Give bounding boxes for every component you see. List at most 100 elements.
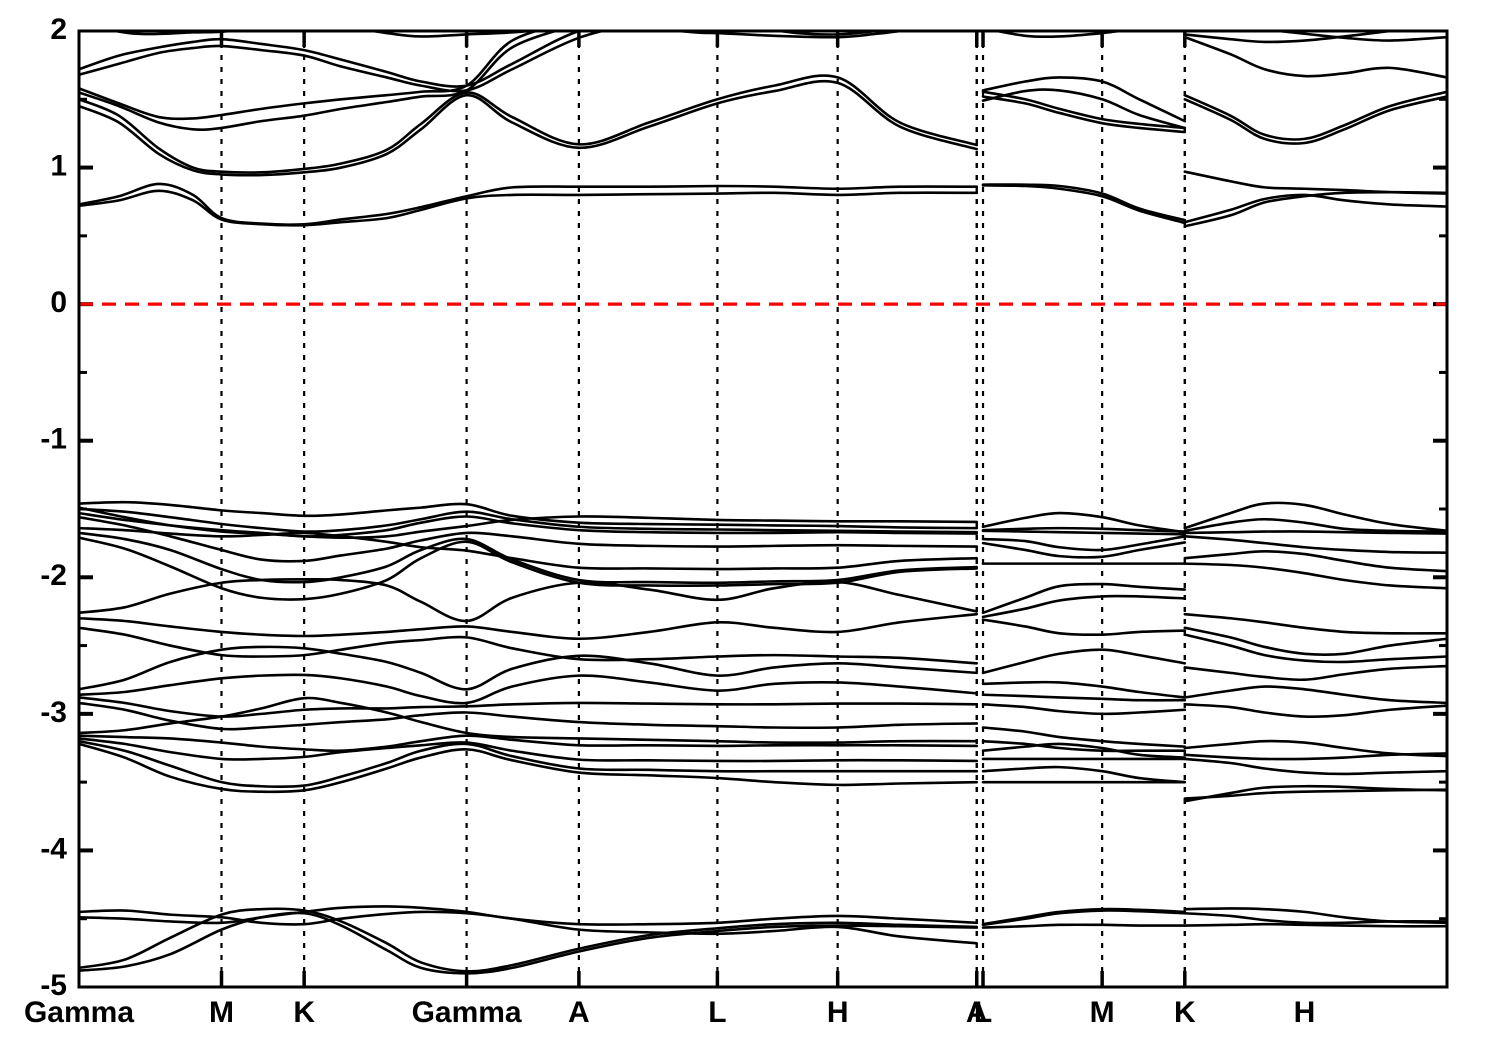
band-curve xyxy=(1183,550,1447,573)
band-curve xyxy=(1183,784,1447,803)
band-curve xyxy=(79,515,979,563)
y-tick-label: -4 xyxy=(40,832,67,865)
band-curve xyxy=(79,31,561,131)
x-tick-label: A xyxy=(966,996,988,1029)
x-tick-label: M xyxy=(209,996,234,1029)
band-curve xyxy=(79,531,979,585)
band-curve xyxy=(79,507,979,534)
band-curve xyxy=(981,90,1187,130)
band-curve xyxy=(1183,562,1447,590)
band-curve xyxy=(1183,193,1447,224)
band-curve xyxy=(79,526,979,571)
band-curve xyxy=(79,74,979,174)
x-tick-label: A xyxy=(568,996,590,1029)
x-tick-label: L xyxy=(974,996,992,1029)
band-curve xyxy=(1183,517,1447,533)
band-curve xyxy=(79,506,979,539)
band-curve xyxy=(1183,633,1447,664)
band-curve xyxy=(1183,788,1447,800)
band-curve xyxy=(79,742,979,794)
band-curve xyxy=(981,582,1187,615)
band-curve xyxy=(1183,739,1447,758)
band-curve xyxy=(981,693,1187,702)
band-curve xyxy=(981,88,1187,130)
band-curve xyxy=(981,648,1187,675)
band-curve xyxy=(79,909,979,945)
x-tick-label: H xyxy=(1294,996,1316,1029)
band-curve xyxy=(79,612,979,641)
band-curve xyxy=(981,909,1187,927)
band-curve xyxy=(981,183,1187,222)
band-curve xyxy=(79,905,979,926)
y-tick-label: -3 xyxy=(40,696,67,729)
band-curve xyxy=(1183,664,1447,682)
band-curve xyxy=(1183,626,1447,657)
band-curve xyxy=(981,529,1187,536)
band-curve xyxy=(981,703,1187,716)
band-curve xyxy=(79,626,979,665)
band-curve xyxy=(1183,170,1447,195)
band-curve xyxy=(79,673,979,705)
band-curve xyxy=(1183,922,1447,928)
x-axis-tick-labels: Gamma M K Gamma A L H AL M K H xyxy=(24,996,1315,1029)
band-curve xyxy=(79,500,979,530)
band-curve xyxy=(1183,911,1447,925)
band-curve xyxy=(1183,752,1447,761)
band-curve xyxy=(981,923,1187,929)
band-curve xyxy=(981,765,1187,784)
band-curve xyxy=(981,726,1187,748)
band-curve xyxy=(1183,90,1447,141)
x-tick-label: H xyxy=(827,996,849,1029)
y-axis-tick-labels: 2 1 0 -1 -2 -3 -4 -5 xyxy=(40,13,67,1002)
x-tick-label: K xyxy=(1174,996,1196,1029)
band-curve xyxy=(79,645,979,691)
band-curve xyxy=(79,701,979,731)
band-curve xyxy=(981,511,1187,534)
band-curve xyxy=(1183,95,1447,145)
band-curve xyxy=(79,31,541,121)
band-curve xyxy=(79,696,979,745)
y-tick-label: -2 xyxy=(40,559,67,592)
y-tick-label: 1 xyxy=(50,149,67,182)
band-curve xyxy=(981,618,1187,637)
band-curve xyxy=(1183,501,1447,533)
band-curve xyxy=(1183,35,1447,79)
x-axis-gridlines xyxy=(220,31,1186,987)
band-curve xyxy=(771,31,879,36)
x-tick-label: Gamma xyxy=(412,996,522,1029)
band-curve xyxy=(981,535,1187,552)
x-tick-label: L xyxy=(708,996,726,1029)
band-curve xyxy=(981,95,1187,134)
band-curve xyxy=(79,79,979,177)
y-tick-label: 0 xyxy=(50,286,67,319)
band-curve xyxy=(981,594,1187,619)
band-curve xyxy=(1183,535,1447,554)
band-curve xyxy=(1183,530,1447,535)
band-curve xyxy=(1183,612,1447,635)
band-curve xyxy=(79,536,979,601)
band-curve xyxy=(79,734,979,753)
plot-frame xyxy=(77,29,1449,989)
band-curve xyxy=(981,76,1187,123)
band-curve xyxy=(981,526,1187,533)
y-tick-label: 2 xyxy=(50,13,67,46)
band-curve xyxy=(981,680,1187,699)
band-curve xyxy=(981,742,1187,759)
band-curve xyxy=(79,31,607,93)
band-curve xyxy=(79,31,584,88)
band-curve xyxy=(981,739,1187,753)
band-curve xyxy=(79,189,979,227)
x-tick-label: Gamma xyxy=(24,996,134,1029)
band-curve xyxy=(79,737,979,763)
band-curve xyxy=(79,739,979,789)
y-tick-label: -1 xyxy=(40,423,67,456)
y-tick-label: -5 xyxy=(40,969,67,1002)
band-curve xyxy=(1183,703,1447,719)
x-tick-label: K xyxy=(293,996,315,1029)
band-curve xyxy=(1183,685,1447,705)
band-curve xyxy=(1183,757,1447,776)
band-curve xyxy=(79,907,979,973)
band-curve xyxy=(79,511,979,538)
